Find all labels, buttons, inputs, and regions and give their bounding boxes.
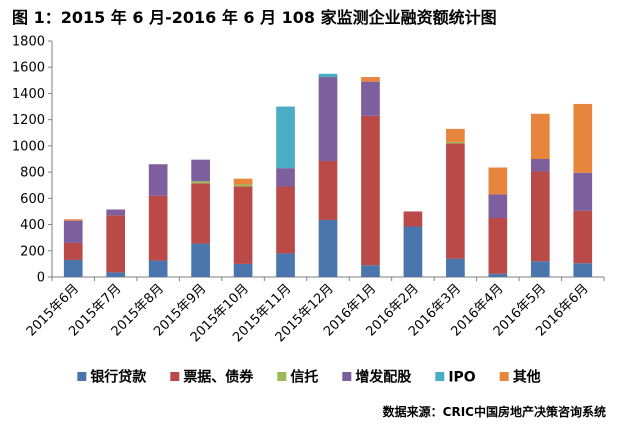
y-tick-label: 600 [20, 192, 45, 207]
bar-segment [318, 219, 338, 277]
bar-segment [191, 181, 210, 184]
y-tick-label: 400 [20, 218, 45, 233]
bar-segment [573, 263, 593, 277]
bar-segment [530, 113, 550, 159]
chart-source: 数据来源：CRIC中国房地产决策咨询系统 [382, 405, 606, 419]
bar-segment [488, 218, 508, 274]
bar-segment [148, 164, 168, 196]
legend-label: 票据、债券 [183, 369, 254, 386]
x-axis-ticks: 2015年6月2015年7月2015年8月2015年9月2015年10月2015… [24, 277, 605, 345]
bar-segment [276, 186, 295, 254]
bar-segment [191, 159, 210, 182]
bar-segment [318, 160, 338, 220]
y-tick-label: 1600 [12, 61, 45, 76]
bar-segment [276, 106, 295, 169]
bar-segment [446, 143, 465, 259]
bar-segment [276, 253, 295, 277]
bar-segment [361, 81, 380, 116]
bar-segment [403, 226, 423, 277]
bar-segment [63, 219, 83, 221]
legend: 银行贷款 票据、债券 信托 增发配股 IPO 其他 [77, 369, 541, 386]
legend-label: 增发配股 [355, 369, 412, 386]
bar-segment [148, 195, 168, 261]
bar-segment [573, 103, 593, 173]
bar-segment [530, 261, 550, 277]
bar-segment [63, 259, 83, 277]
bar-segment [573, 172, 593, 211]
chart-title: 图 1：2015 年 6 月-2016 年 6 月 108 家监测企业融资额统计… [12, 8, 497, 27]
y-tick-label: 1400 [12, 87, 45, 102]
bar-segment [318, 77, 338, 161]
bar-segment [446, 128, 465, 142]
legend-label: 信托 [290, 369, 318, 386]
legend-swatch [277, 372, 287, 381]
bar-segment [573, 210, 593, 264]
legend-swatch [435, 372, 445, 381]
bar-segment [530, 159, 550, 172]
y-axis-ticks: 0 200 400 600 800 1000 1200 1400 1600 1800 [12, 35, 52, 286]
legend-label: 其他 [513, 369, 541, 386]
legend-swatch [342, 372, 352, 381]
bar-segment [191, 183, 210, 244]
bar-segment [106, 209, 126, 216]
bar-segment [488, 167, 508, 195]
bar-segment [530, 171, 550, 262]
y-tick-label: 1800 [12, 35, 45, 50]
bar-segment [148, 260, 168, 277]
y-tick-label: 0 [37, 271, 45, 286]
bar-segment [106, 272, 126, 277]
bar-segment [403, 211, 423, 227]
y-tick-label: 1200 [12, 113, 45, 128]
y-tick-label: 800 [20, 166, 45, 181]
bar-segment [106, 215, 126, 273]
bar-segment [63, 242, 83, 260]
y-tick-label: 200 [20, 244, 45, 259]
bar-segment [233, 263, 253, 277]
bar-segment [233, 178, 253, 185]
bar-segment [191, 243, 210, 277]
bar-segment [361, 265, 380, 277]
bars [63, 73, 593, 277]
bar-segment [63, 220, 83, 243]
legend-swatch [77, 372, 87, 381]
legend-label: 银行贷款 [90, 369, 147, 386]
bar-segment [318, 73, 338, 78]
bar-segment [233, 184, 253, 187]
bar-segment [488, 194, 508, 218]
legend-label: IPO [448, 370, 475, 386]
legend-swatch [499, 372, 509, 381]
bar-segment [233, 186, 253, 264]
y-tick-label: 1000 [12, 139, 45, 154]
bar-segment [276, 168, 295, 187]
bar-segment [361, 115, 380, 266]
bar-segment [446, 141, 465, 144]
bar-segment [361, 77, 380, 82]
bar-segment [488, 273, 508, 277]
bar-segment [446, 258, 465, 277]
legend-swatch [170, 372, 180, 381]
